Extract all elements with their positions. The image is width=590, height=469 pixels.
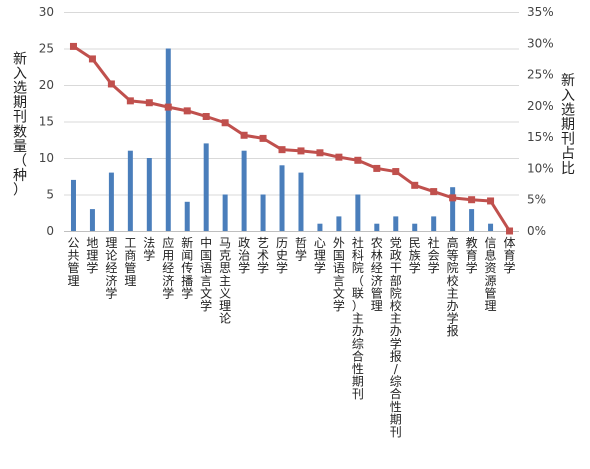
- left-axis-title: 新入选期刊数量（种）: [13, 51, 27, 198]
- line-point: [335, 153, 343, 161]
- category-label: 法学: [143, 236, 155, 263]
- line-point: [278, 146, 286, 154]
- category-label: 社科院（联）主办综合性期刊: [352, 235, 364, 401]
- left-tick-label: 0: [46, 224, 54, 238]
- bar: [70, 179, 76, 231]
- bar: [146, 158, 152, 231]
- line-point: [316, 149, 324, 157]
- category-label: 党政干部院校主办学报/综合性期刊: [390, 235, 402, 439]
- bar: [165, 48, 171, 231]
- category-label: 艺术学: [257, 236, 269, 275]
- left-tick-label: 20: [39, 78, 54, 92]
- line-point: [202, 112, 210, 120]
- left-tick-label: 30: [39, 5, 54, 19]
- share-line: [72, 45, 511, 232]
- bar: [222, 194, 228, 231]
- right-tick-label: 20%: [527, 99, 554, 113]
- category-label: 农林经济管理: [371, 236, 383, 313]
- category-label: 教育学: [466, 235, 478, 275]
- right-axis-ticks: 0% 5% 10% 15% 20% 25% 30% 35%: [527, 5, 554, 238]
- axis-titles: 新入选期刊数量（种） 新入选期刊占比: [13, 51, 575, 198]
- line-point: [221, 119, 229, 127]
- line-point: [468, 196, 476, 204]
- bar: [336, 216, 342, 231]
- right-tick-label: 35%: [527, 5, 554, 19]
- category-label: 地理学: [86, 236, 98, 275]
- line-point: [183, 107, 191, 115]
- line-point: [449, 194, 457, 202]
- category-labels: 公共管理地理学理论经济学工商管理法学应用经济学新闻传播学中国语言文学马克思主义理…: [67, 235, 515, 439]
- right-axis-title: 新入选期刊占比: [561, 73, 575, 177]
- bar: [393, 216, 399, 231]
- line-point: [164, 103, 172, 111]
- line-point: [145, 99, 153, 107]
- line-point: [373, 164, 381, 172]
- line-series: [69, 42, 514, 235]
- left-tick-label: 5: [46, 188, 54, 202]
- left-tick-label: 15: [39, 115, 54, 129]
- category-label: 心理学: [314, 236, 326, 275]
- right-tick-label: 15%: [527, 130, 554, 144]
- left-tick-label: 10: [39, 151, 54, 165]
- line-point: [240, 131, 248, 139]
- category-label: 哲学: [295, 236, 307, 263]
- category-label: 外国语言文学: [333, 236, 345, 313]
- bar: [412, 223, 418, 231]
- category-label: 公共管理: [67, 236, 79, 288]
- category-label: 中国语言文学: [200, 235, 212, 313]
- category-label: 历史学: [276, 236, 288, 275]
- line-point: [88, 55, 96, 63]
- right-tick-label: 5%: [527, 193, 546, 207]
- bar: [203, 143, 209, 231]
- category-label: 理论经济学: [105, 236, 117, 300]
- bar: [374, 223, 380, 231]
- left-axis-ticks: 0 5 10 15 20 25 30: [39, 5, 54, 238]
- line-point: [411, 181, 419, 189]
- right-tick-label: 25%: [527, 68, 554, 82]
- bar: [450, 187, 456, 231]
- bar: [279, 165, 285, 231]
- bar: [108, 172, 114, 231]
- category-label: 社会学: [428, 235, 440, 275]
- right-tick-label: 10%: [527, 161, 554, 175]
- bar: [298, 172, 304, 231]
- line-point: [430, 188, 438, 196]
- right-tick-label: 30%: [527, 36, 554, 50]
- bar: [355, 194, 361, 231]
- category-label: 民族学: [409, 236, 421, 275]
- line-point: [297, 147, 305, 155]
- line-point: [69, 42, 77, 50]
- bar: [184, 201, 190, 231]
- category-label: 应用经济学: [162, 235, 174, 300]
- category-label: 信息资源管理: [485, 236, 497, 313]
- bar: [89, 209, 95, 231]
- line-point: [392, 168, 400, 176]
- line-point: [126, 97, 134, 105]
- gridlines: [64, 12, 519, 232]
- bar: [260, 194, 266, 231]
- category-label: 高等院校主办学报: [447, 235, 459, 338]
- category-label: 新闻传播学: [181, 235, 193, 300]
- left-tick-label: 25: [39, 42, 54, 56]
- bar: [469, 209, 475, 231]
- bar: [488, 223, 494, 231]
- line-point: [487, 197, 495, 205]
- line-point: [506, 227, 514, 235]
- category-label: 体育学: [504, 236, 516, 275]
- category-label: 工商管理: [124, 236, 136, 288]
- line-point: [354, 156, 362, 164]
- line-point: [259, 134, 267, 142]
- bar: [431, 216, 437, 231]
- bar: [241, 150, 247, 231]
- line-point: [107, 80, 115, 88]
- category-label: 政治学: [238, 236, 250, 275]
- right-tick-label: 0%: [527, 224, 546, 238]
- category-label: 马克思主义理论: [219, 236, 231, 326]
- bar: [317, 223, 323, 231]
- bar: [127, 150, 133, 231]
- bar-series: [70, 48, 494, 231]
